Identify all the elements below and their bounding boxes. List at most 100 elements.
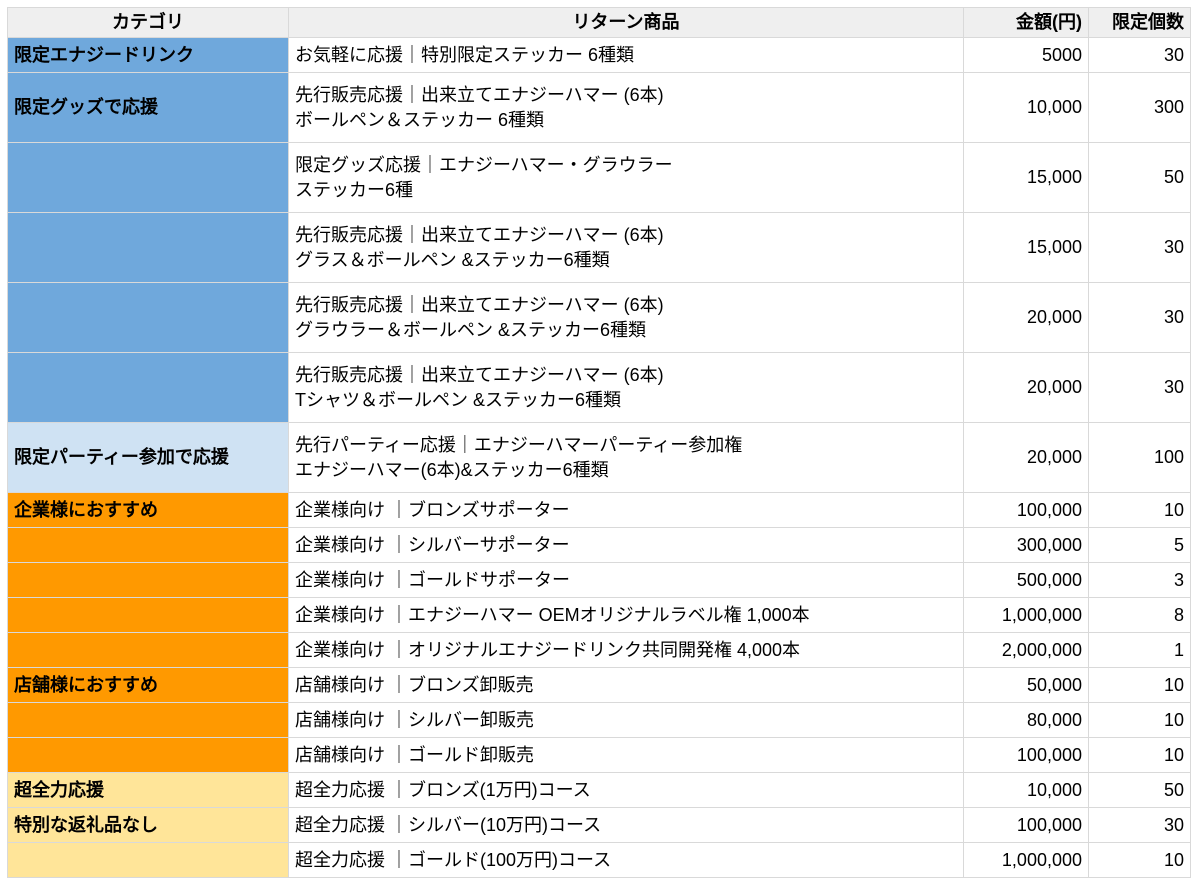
category-cell[interactable]: 企業様におすすめ bbox=[7, 492, 289, 528]
item-cell[interactable]: 企業様向け ｜オリジナルエナジードリンク共同開発権 4,000本 bbox=[288, 632, 964, 668]
item-cell[interactable]: 店舗様向け ｜ゴールド卸販売 bbox=[288, 737, 964, 773]
amount-cell[interactable]: 15,000 bbox=[963, 212, 1089, 283]
amount-cell[interactable]: 20,000 bbox=[963, 282, 1089, 353]
item-cell[interactable]: 超全力応援 ｜ゴールド(100万円)コース bbox=[288, 842, 964, 878]
category-cell[interactable] bbox=[7, 527, 289, 563]
category-cell[interactable]: 店舗様におすすめ bbox=[7, 667, 289, 703]
item-cell[interactable]: 店舗様向け ｜シルバー卸販売 bbox=[288, 702, 964, 738]
item-line: 超全力応援 ｜ゴールド(100万円)コース bbox=[295, 849, 612, 870]
header-item[interactable]: リターン商品 bbox=[288, 7, 964, 38]
item-cell[interactable]: お気軽に応援｜特別限定ステッカー 6種類 bbox=[288, 37, 964, 73]
item-cell[interactable]: 企業様向け ｜シルバーサポーター bbox=[288, 527, 964, 563]
category-cell[interactable] bbox=[7, 597, 289, 633]
amount-cell[interactable]: 100,000 bbox=[963, 807, 1089, 843]
item-cell[interactable]: 企業様向け ｜エナジーハマー OEMオリジナルラベル権 1,000本 bbox=[288, 597, 964, 633]
count-cell[interactable]: 10 bbox=[1088, 842, 1191, 878]
item-cell[interactable]: 先行パーティー応援｜エナジーハマーパーティー参加権 エナジーハマー(6本)&ステッ… bbox=[288, 422, 964, 493]
count-cell[interactable]: 50 bbox=[1088, 142, 1191, 213]
count-cell[interactable]: 10 bbox=[1088, 492, 1191, 528]
count-cell[interactable]: 50 bbox=[1088, 772, 1191, 808]
count-cell[interactable]: 5 bbox=[1088, 527, 1191, 563]
category-cell[interactable] bbox=[7, 842, 289, 878]
count-cell[interactable]: 1 bbox=[1088, 632, 1191, 668]
item-cell[interactable]: 店舗様向け ｜ブロンズ卸販売 bbox=[288, 667, 964, 703]
table-row: 先行販売応援｜出来立てエナジーハマー (6本) Tシャツ＆ボールペン &ステッカー… bbox=[7, 352, 1191, 423]
header-amount[interactable]: 金額(円) bbox=[963, 7, 1089, 38]
category-cell[interactable] bbox=[7, 282, 289, 353]
category-cell[interactable]: 特別な返礼品なし bbox=[7, 807, 289, 843]
item-line: ステッカー6種 bbox=[295, 179, 414, 200]
item-line: Tシャツ＆ボールペン &ステッカー6種類 bbox=[295, 389, 622, 410]
count-cell[interactable]: 100 bbox=[1088, 422, 1191, 493]
amount-cell[interactable]: 2,000,000 bbox=[963, 632, 1089, 668]
item-cell[interactable]: 先行販売応援｜出来立てエナジーハマー (6本) グラス＆ボールペン &ステッカー6… bbox=[288, 212, 964, 283]
table-row: 超全力応援 ｜ゴールド(100万円)コース 1,000,000 10 bbox=[7, 842, 1191, 878]
category-cell[interactable] bbox=[7, 702, 289, 738]
category-cell[interactable] bbox=[7, 352, 289, 423]
header-count[interactable]: 限定個数 bbox=[1088, 7, 1191, 38]
count-cell[interactable]: 30 bbox=[1088, 807, 1191, 843]
count-cell[interactable]: 8 bbox=[1088, 597, 1191, 633]
item-cell[interactable]: 限定グッズ応援｜エナジーハマー・グラウラー ステッカー6種 bbox=[288, 142, 964, 213]
item-line: 店舗様向け ｜ゴールド卸販売 bbox=[295, 744, 534, 765]
amount-cell[interactable]: 5000 bbox=[963, 37, 1089, 73]
amount-cell[interactable]: 1,000,000 bbox=[963, 842, 1089, 878]
item-line: ボールペン＆ステッカー 6種類 bbox=[295, 109, 545, 130]
category-cell[interactable]: 限定パーティー参加で応援 bbox=[7, 422, 289, 493]
count-cell[interactable]: 3 bbox=[1088, 562, 1191, 598]
category-cell[interactable] bbox=[7, 632, 289, 668]
amount-cell[interactable]: 20,000 bbox=[963, 422, 1089, 493]
amount-cell[interactable]: 1,000,000 bbox=[963, 597, 1089, 633]
item-cell[interactable]: 先行販売応援｜出来立てエナジーハマー (6本) ボールペン＆ステッカー 6種類 bbox=[288, 72, 964, 143]
amount-cell[interactable]: 20,000 bbox=[963, 352, 1089, 423]
amount-cell[interactable]: 50,000 bbox=[963, 667, 1089, 703]
item-line: 店舗様向け ｜ブロンズ卸販売 bbox=[295, 674, 534, 695]
table-row: 限定パーティー参加で応援 先行パーティー応援｜エナジーハマーパーティー参加権 エナジ… bbox=[7, 422, 1191, 493]
amount-cell[interactable]: 10,000 bbox=[963, 772, 1089, 808]
item-line: 超全力応援 ｜シルバー(10万円)コース bbox=[295, 814, 602, 835]
item-line: 企業様向け ｜シルバーサポーター bbox=[295, 534, 570, 555]
item-cell[interactable]: 企業様向け ｜ブロンズサポーター bbox=[288, 492, 964, 528]
category-cell[interactable] bbox=[7, 737, 289, 773]
item-cell[interactable]: 先行販売応援｜出来立てエナジーハマー (6本) グラウラー＆ボールペン &ステッカ… bbox=[288, 282, 964, 353]
count-cell[interactable]: 10 bbox=[1088, 667, 1191, 703]
count-cell[interactable]: 300 bbox=[1088, 72, 1191, 143]
amount-cell[interactable]: 80,000 bbox=[963, 702, 1089, 738]
item-cell[interactable]: 先行販売応援｜出来立てエナジーハマー (6本) Tシャツ＆ボールペン &ステッカー… bbox=[288, 352, 964, 423]
item-line: 限定グッズ応援｜エナジーハマー・グラウラー bbox=[295, 154, 673, 175]
table-row: 企業様向け ｜シルバーサポーター 300,000 5 bbox=[7, 527, 1191, 563]
category-cell[interactable]: 限定グッズで応援 bbox=[7, 72, 289, 143]
count-cell[interactable]: 10 bbox=[1088, 737, 1191, 773]
count-cell[interactable]: 30 bbox=[1088, 37, 1191, 73]
amount-cell[interactable]: 100,000 bbox=[963, 492, 1089, 528]
table-row: 超全力応援 超全力応援 ｜ブロンズ(1万円)コース 10,000 50 bbox=[7, 772, 1191, 808]
amount-cell[interactable]: 300,000 bbox=[963, 527, 1089, 563]
table-row: 企業様向け ｜オリジナルエナジードリンク共同開発権 4,000本 2,000,00… bbox=[7, 632, 1191, 668]
item-cell[interactable]: 超全力応援 ｜ブロンズ(1万円)コース bbox=[288, 772, 964, 808]
item-line: 企業様向け ｜ブロンズサポーター bbox=[295, 499, 570, 520]
category-cell[interactable] bbox=[7, 212, 289, 283]
item-cell[interactable]: 企業様向け ｜ゴールドサポーター bbox=[288, 562, 964, 598]
item-line: 先行販売応援｜出来立てエナジーハマー (6本) bbox=[295, 84, 664, 105]
count-cell[interactable]: 30 bbox=[1088, 282, 1191, 353]
count-cell[interactable]: 10 bbox=[1088, 702, 1191, 738]
table-row: 企業様向け ｜エナジーハマー OEMオリジナルラベル権 1,000本 1,000,… bbox=[7, 597, 1191, 633]
header-category[interactable]: カテゴリ bbox=[7, 7, 289, 38]
amount-cell[interactable]: 10,000 bbox=[963, 72, 1089, 143]
item-line: 企業様向け ｜オリジナルエナジードリンク共同開発権 4,000本 bbox=[295, 639, 801, 660]
table-row: 店舗様におすすめ 店舗様向け ｜ブロンズ卸販売 50,000 10 bbox=[7, 667, 1191, 703]
table-row: 企業様向け ｜ゴールドサポーター 500,000 3 bbox=[7, 562, 1191, 598]
table-row: 企業様におすすめ 企業様向け ｜ブロンズサポーター 100,000 10 bbox=[7, 492, 1191, 528]
category-cell[interactable]: 限定エナジードリンク bbox=[7, 37, 289, 73]
count-cell[interactable]: 30 bbox=[1088, 352, 1191, 423]
count-cell[interactable]: 30 bbox=[1088, 212, 1191, 283]
category-cell[interactable]: 超全力応援 bbox=[7, 772, 289, 808]
category-cell[interactable] bbox=[7, 562, 289, 598]
amount-cell[interactable]: 500,000 bbox=[963, 562, 1089, 598]
item-cell[interactable]: 超全力応援 ｜シルバー(10万円)コース bbox=[288, 807, 964, 843]
amount-cell[interactable]: 100,000 bbox=[963, 737, 1089, 773]
item-line: グラウラー＆ボールペン &ステッカー6種類 bbox=[295, 319, 647, 340]
category-cell[interactable] bbox=[7, 142, 289, 213]
amount-cell[interactable]: 15,000 bbox=[963, 142, 1089, 213]
table-row: 店舗様向け ｜シルバー卸販売 80,000 10 bbox=[7, 702, 1191, 738]
